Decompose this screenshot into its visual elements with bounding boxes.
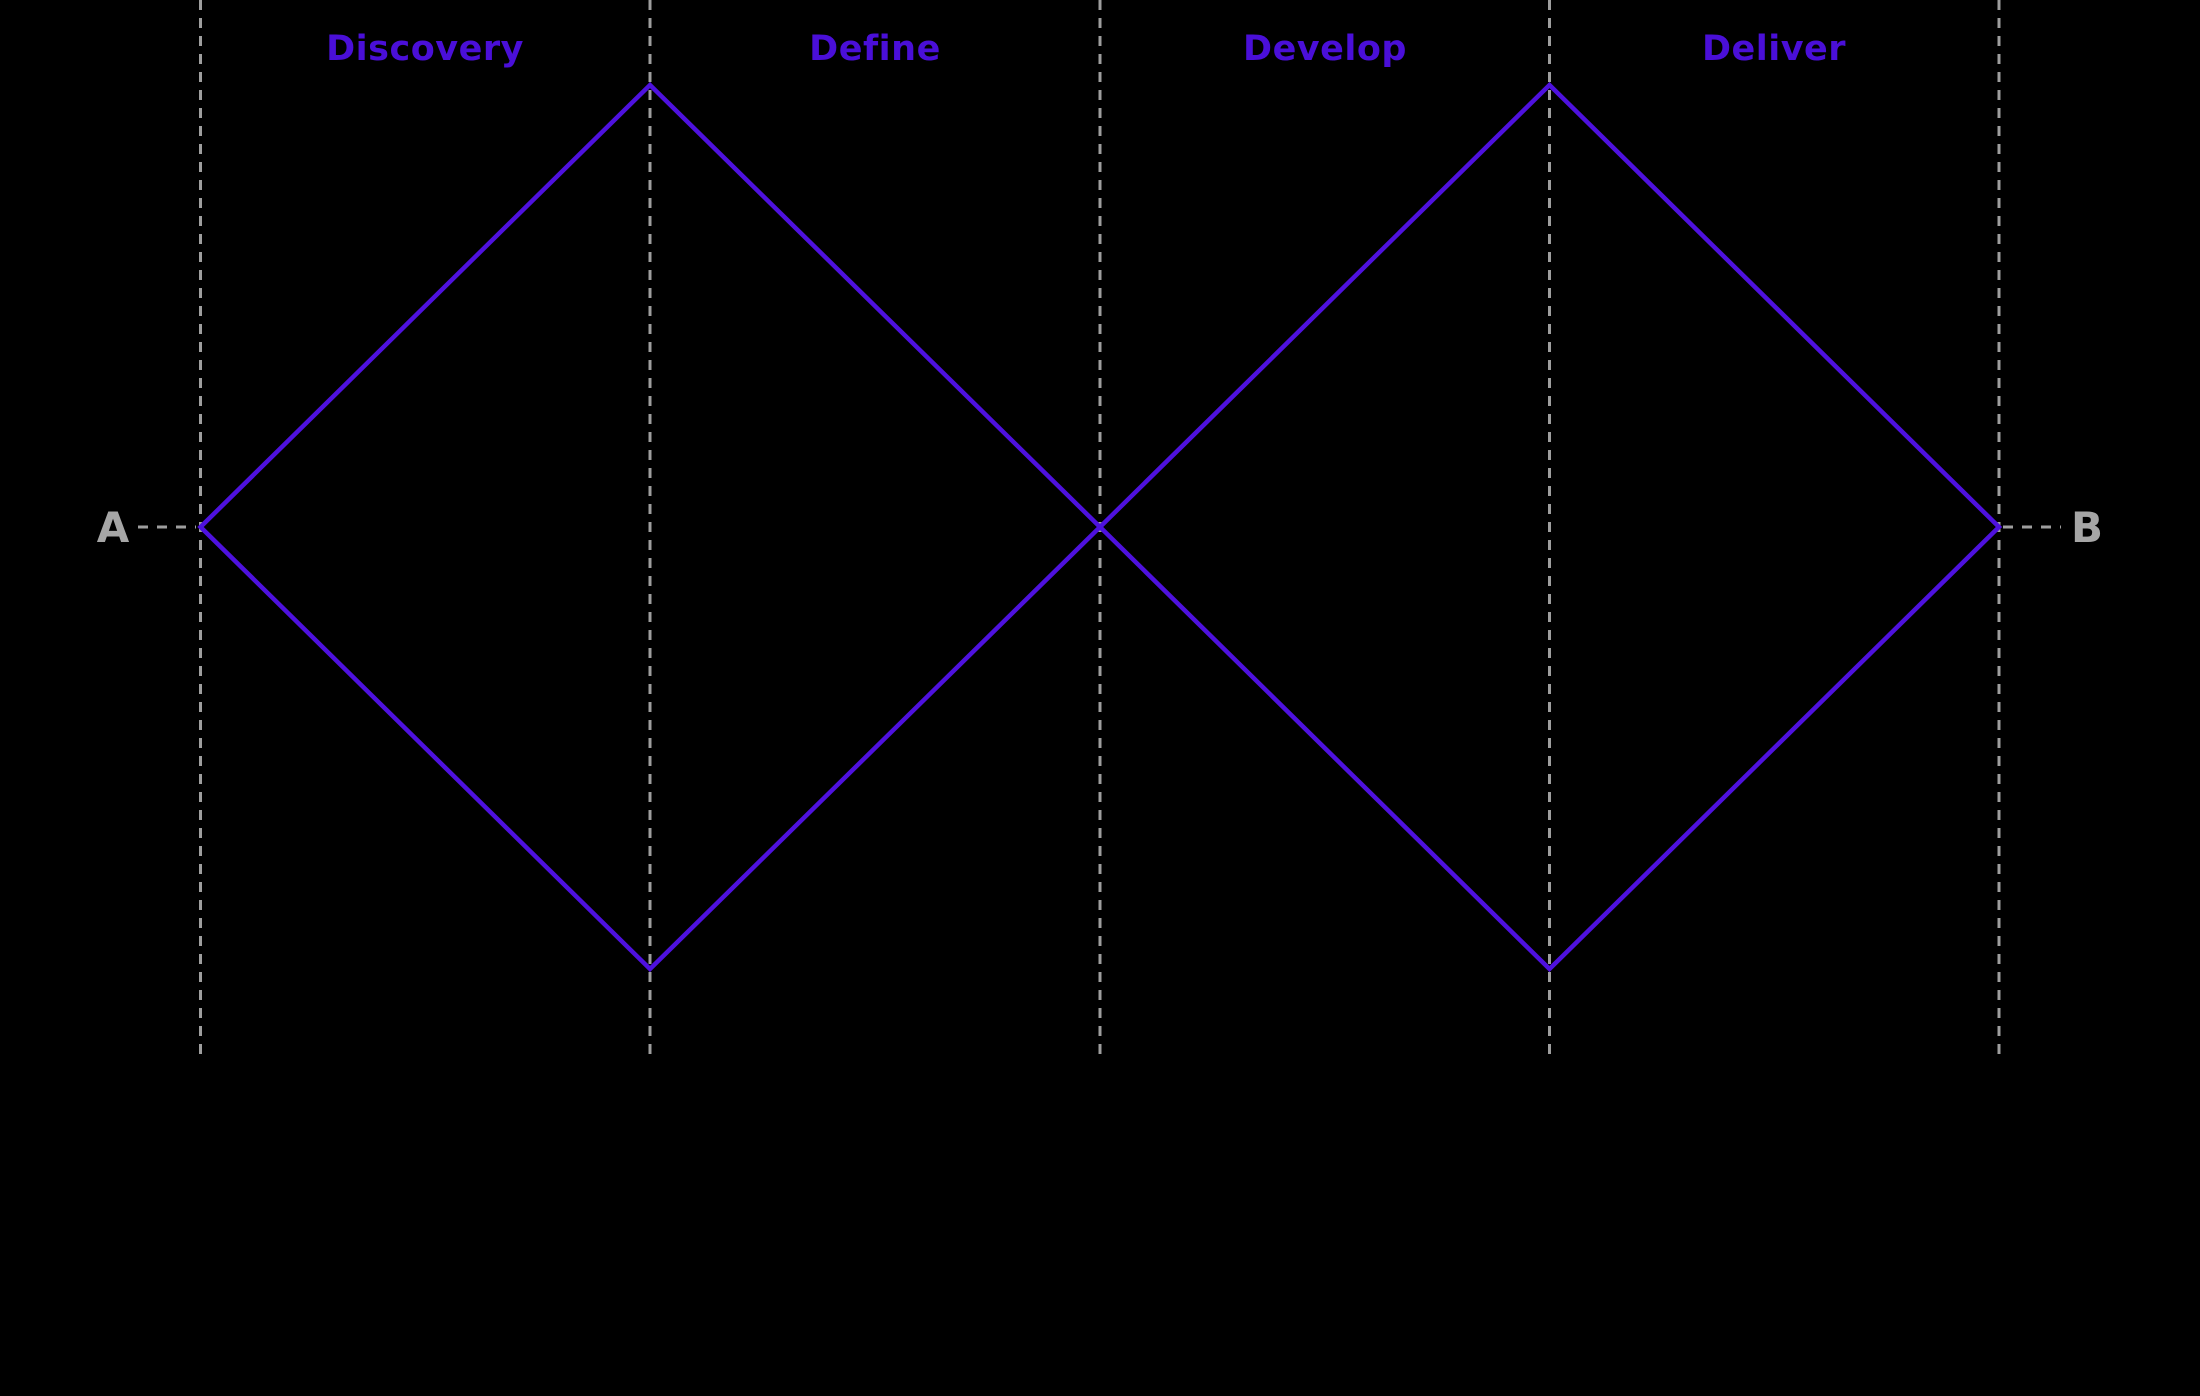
- diamond-develop-deliver: [1096, 81, 2003, 973]
- phase-label-discovery: Discovery: [326, 29, 524, 69]
- phase-label-deliver: Deliver: [1702, 29, 1846, 69]
- phase-label-define: Define: [809, 29, 941, 69]
- start-point-label: A: [97, 503, 130, 552]
- end-point-label: B: [2071, 503, 2103, 552]
- phase-label-develop: Develop: [1243, 29, 1407, 69]
